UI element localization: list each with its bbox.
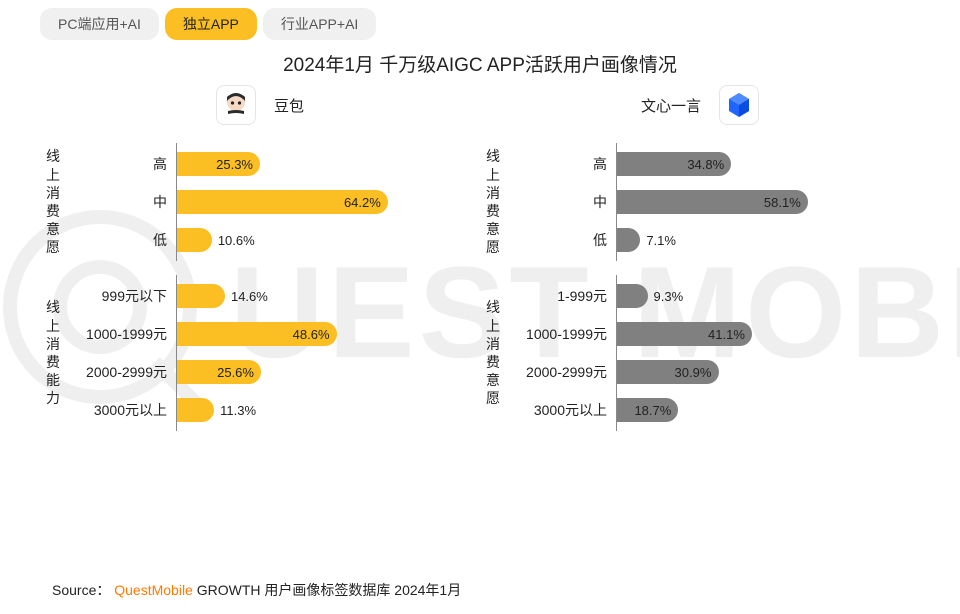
column-header: 豆包 [40, 81, 480, 129]
app-name: 豆包 [274, 95, 304, 116]
bar-value: 41.1% [708, 327, 745, 342]
bar-category: 1-999元 [557, 286, 607, 306]
section-1: 线上消费意愿1-999元9.3%1000-1999元41.1%2000-2999… [480, 275, 920, 431]
bar-value: 48.6% [293, 327, 330, 342]
bar-row: 2000-2999元30.9% [617, 353, 920, 391]
source-suffix: GROWTH 用户画像标签数据库 2024年1月 [193, 582, 461, 598]
source-prefix: Source： [52, 582, 110, 598]
bar-value: 9.3% [654, 289, 684, 304]
column-header: 文心一言 [480, 81, 920, 129]
bar-row: 中64.2% [177, 183, 480, 221]
wenxin-icon [719, 85, 759, 125]
bar-category: 1000-1999元 [86, 324, 167, 344]
bar-category: 高 [153, 154, 167, 174]
bars: 999元以下14.6%1000-1999元48.6%2000-2999元25.6… [176, 275, 480, 431]
chart-columns: 豆包线上消费意愿高25.3%中64.2%低10.6%线上消费能力999元以下14… [0, 81, 960, 431]
bar-row: 1000-1999元41.1% [617, 315, 920, 353]
bar-row: 3000元以上18.7% [617, 391, 920, 429]
bar-row: 低10.6% [177, 221, 480, 259]
bar-category: 2000-2999元 [526, 362, 607, 382]
bar-row: 高34.8% [617, 145, 920, 183]
bar-category: 3000元以上 [534, 400, 607, 420]
bar-category: 高 [593, 154, 607, 174]
doubao-icon [216, 85, 256, 125]
bar-value: 18.7% [634, 403, 671, 418]
bar-fill [617, 228, 640, 252]
bar-value: 10.6% [218, 233, 255, 248]
bar-category: 中 [593, 192, 607, 212]
bar-category: 中 [153, 192, 167, 212]
column-0: 豆包线上消费意愿高25.3%中64.2%低10.6%线上消费能力999元以下14… [40, 81, 480, 431]
bar-category: 低 [153, 230, 167, 250]
section-0: 线上消费意愿高25.3%中64.2%低10.6% [40, 143, 480, 261]
bar-value: 14.6% [231, 289, 268, 304]
bar-value: 58.1% [764, 195, 801, 210]
section-vlabel: 线上消费意愿 [40, 143, 66, 261]
bar-fill [177, 398, 214, 422]
bar-value: 25.3% [216, 157, 253, 172]
bar-row: 2000-2999元25.6% [177, 353, 480, 391]
app-name: 文心一言 [641, 95, 701, 116]
bar-value: 11.3% [220, 403, 256, 418]
bar-category: 2000-2999元 [86, 362, 167, 382]
tab-1[interactable]: 独立APP [165, 8, 257, 40]
bars: 1-999元9.3%1000-1999元41.1%2000-2999元30.9%… [616, 275, 920, 431]
bar-category: 1000-1999元 [526, 324, 607, 344]
bar-row: 低7.1% [617, 221, 920, 259]
tab-0[interactable]: PC端应用+AI [40, 8, 159, 40]
bar-value: 25.6% [217, 365, 254, 380]
bar-fill [177, 228, 212, 252]
bar-row: 999元以下14.6% [177, 277, 480, 315]
bars: 高25.3%中64.2%低10.6% [176, 143, 480, 261]
bar-value: 7.1% [646, 233, 676, 248]
bar-row: 高25.3% [177, 145, 480, 183]
bar-row: 1-999元9.3% [617, 277, 920, 315]
source-brand: QuestMobile [114, 582, 193, 598]
section-0: 线上消费意愿高34.8%中58.1%低7.1% [480, 143, 920, 261]
section-vlabel: 线上消费能力 [40, 275, 66, 431]
bar-category: 999元以下 [102, 286, 167, 306]
bar-category: 3000元以上 [94, 400, 167, 420]
section-vlabel: 线上消费意愿 [480, 275, 506, 431]
bar-value: 64.2% [344, 195, 381, 210]
bar-category: 低 [593, 230, 607, 250]
bar-row: 1000-1999元48.6% [177, 315, 480, 353]
section-vlabel: 线上消费意愿 [480, 143, 506, 261]
bar-fill [177, 284, 225, 308]
section-1: 线上消费能力999元以下14.6%1000-1999元48.6%2000-299… [40, 275, 480, 431]
bar-value: 34.8% [687, 157, 724, 172]
column-1: 文心一言线上消费意愿高34.8%中58.1%低7.1%线上消费意愿1-999元9… [480, 81, 920, 431]
bar-row: 中58.1% [617, 183, 920, 221]
bar-row: 3000元以上11.3% [177, 391, 480, 429]
bar-value: 30.9% [675, 365, 712, 380]
chart-title: 2024年1月 千万级AIGC APP活跃用户画像情况 [0, 50, 960, 77]
tabs: PC端应用+AI独立APP行业APP+AI [0, 0, 960, 44]
bars: 高34.8%中58.1%低7.1% [616, 143, 920, 261]
source-line: Source： QuestMobile GROWTH 用户画像标签数据库 202… [52, 580, 461, 600]
tab-2[interactable]: 行业APP+AI [263, 8, 376, 40]
bar-fill [617, 284, 648, 308]
